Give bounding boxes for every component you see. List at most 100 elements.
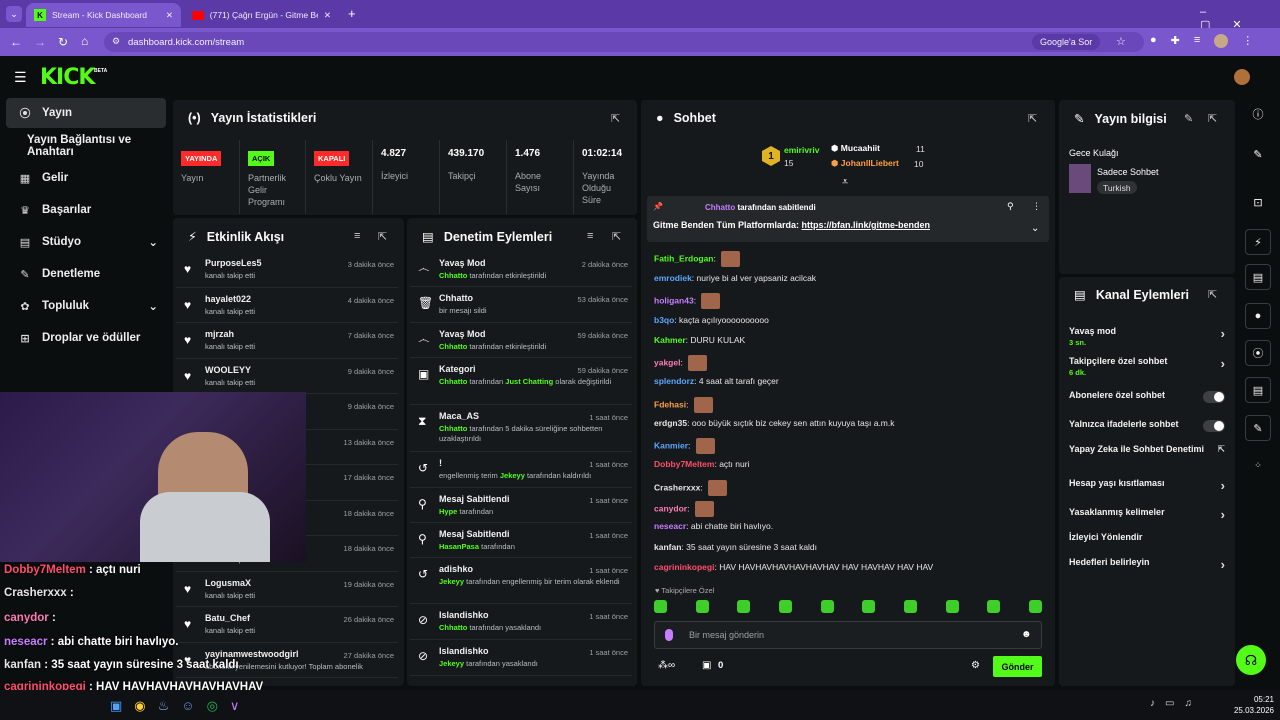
emoji-icon[interactable]: ☻: [1021, 629, 1032, 640]
sidebar-item-basarilar[interactable]: ♛ Başarılar: [6, 195, 166, 225]
chat-username[interactable]: Dobby7Meltem: [654, 459, 715, 469]
emote-shortcut[interactable]: [820, 600, 834, 613]
google-ask-button[interactable]: Google'a Sor: [1032, 34, 1101, 50]
sidebar-item-droplar[interactable]: ⊞ Droplar ve ödüller: [6, 323, 166, 353]
channel-action-row[interactable]: Abonelere özel sohbet: [1069, 390, 1225, 403]
more-icon[interactable]: ⋮: [1032, 201, 1041, 211]
microphone-tray-icon[interactable]: ♪: [1150, 698, 1155, 709]
moderator-name[interactable]: Chhatto: [439, 623, 468, 632]
hamburger-menu-icon[interactable]: ☰: [14, 69, 27, 85]
popout-icon[interactable]: ⇱: [378, 231, 388, 243]
close-tab-icon[interactable]: ✕: [323, 9, 331, 20]
chat-username[interactable]: canydor: [654, 503, 688, 514]
microphone-icon[interactable]: [665, 629, 673, 641]
event-user[interactable]: WOOLEYY: [205, 364, 252, 375]
channel-action-row[interactable]: Hesap yaşı kısıtlaması ›: [1069, 478, 1225, 493]
sidebar-item-studyo[interactable]: ▤ Stüdyo ⌄: [19, 236, 158, 249]
store-icon[interactable]: ▣: [110, 698, 123, 713]
focus-icon[interactable]: ⊡: [1253, 197, 1263, 209]
chat-username[interactable]: holigan43: [654, 295, 694, 306]
home-icon[interactable]: ⌂: [81, 34, 89, 48]
popout-icon[interactable]: ⇱: [1208, 113, 1218, 125]
gifter-2[interactable]: ⬢ Mucaahiit: [831, 143, 880, 153]
top-gifter-name[interactable]: emirivriv: [784, 145, 820, 155]
extension-icon[interactable]: ●: [1150, 34, 1157, 46]
chat-username[interactable]: Kanmier: [654, 440, 689, 451]
gifter-3[interactable]: ⬢ JohanllLiebert: [831, 158, 899, 168]
channel-action-row[interactable]: Yasaklanmış kelimeler ›: [1069, 507, 1225, 522]
chat-username[interactable]: cagrininkopegi: [654, 562, 715, 572]
event-user[interactable]: Batu_Chef: [205, 613, 251, 623]
moderator-name[interactable]: Hype: [439, 507, 458, 516]
tab-youtube[interactable]: (771) Çağrı Ergün - Gitme Bende ✕: [184, 3, 339, 27]
close-tab-icon[interactable]: ✕: [165, 9, 173, 20]
user-avatar[interactable]: [1234, 69, 1250, 85]
media-icon[interactable]: ≡: [1193, 34, 1201, 46]
tab-kick-dashboard[interactable]: K Stream - Kick Dashboard ✕: [26, 3, 181, 27]
event-user[interactable]: hayalet022: [205, 293, 252, 304]
moderator-name[interactable]: Chhatto: [439, 271, 468, 280]
rail-actions-button[interactable]: ▤: [1245, 377, 1271, 403]
reload-icon[interactable]: ↻: [58, 35, 69, 49]
popout-icon[interactable]: ⇱: [1028, 113, 1038, 125]
edit-layout-icon[interactable]: ✎: [1253, 149, 1263, 161]
sidebar-item-topluluk[interactable]: ✿ Topluluk ⌄: [6, 291, 166, 321]
moderator-name[interactable]: Jekeyy: [439, 659, 465, 668]
toggle-switch[interactable]: [1203, 391, 1225, 403]
sidebar-item-yayin[interactable]: ⦿ Yayın: [6, 98, 166, 128]
gift-icon[interactable]: ▣: [702, 660, 712, 671]
menu-icon[interactable]: ⋮: [1242, 35, 1254, 47]
support-headset-button[interactable]: ☊: [1236, 645, 1266, 675]
chat-username[interactable]: erdgn35: [654, 418, 688, 428]
channel-action-row[interactable]: Hedefleri belirleyin ›: [1069, 557, 1225, 572]
unpin-icon[interactable]: ⚲: [1007, 201, 1014, 211]
sidebar-item-gelir[interactable]: ▦ Gelir: [19, 172, 69, 185]
add-widget-icon[interactable]: ⁘: [1254, 460, 1262, 470]
popout-icon[interactable]: ⇱: [612, 231, 622, 243]
chat-settings-icon[interactable]: ⚙: [971, 660, 980, 671]
channel-action-row[interactable]: Yavaş mod 3 sn. ›: [1069, 326, 1225, 347]
chat-username[interactable]: emrodiek: [654, 273, 692, 283]
send-button[interactable]: Gönder: [993, 656, 1042, 677]
site-info-icon[interactable]: ⚙: [112, 36, 121, 46]
emote-shortcut[interactable]: [903, 600, 917, 613]
chat-username[interactable]: kanfan: [654, 542, 682, 552]
chat-username[interactable]: splendorz: [654, 376, 695, 386]
back-icon[interactable]: ←: [10, 35, 22, 49]
emote-shortcut[interactable]: [737, 600, 751, 613]
event-user[interactable]: PurposeLes5: [205, 258, 262, 268]
popout-icon[interactable]: ⇱: [1208, 289, 1218, 301]
moderator-name[interactable]: Chhatto: [439, 342, 468, 351]
channel-action-row[interactable]: Yalnızca ifadelerle sohbet: [1069, 419, 1225, 432]
emote-shortcut[interactable]: [654, 600, 667, 613]
collapse-leaderboard-icon[interactable]: ⩡: [842, 176, 849, 188]
tab-search-icon[interactable]: ⌄: [6, 6, 22, 22]
address-input[interactable]: ⚙ dashboard.kick.com/stream Google'a Sor…: [104, 32, 1144, 52]
channel-action-row[interactable]: Takipçilere özel sohbet 6 dk. ›: [1069, 356, 1225, 377]
new-tab-icon[interactable]: +: [348, 6, 356, 21]
chat-username[interactable]: yakgel: [654, 357, 681, 368]
channel-action-row[interactable]: Yapay Zeka ile Sohbet Denetimi ⇱: [1069, 444, 1225, 454]
expand-icon[interactable]: ⌄: [1031, 223, 1040, 234]
chat-username[interactable]: Kahmer: [654, 335, 686, 345]
forward-icon[interactable]: →: [34, 35, 46, 49]
edit-icon[interactable]: ✎: [1184, 113, 1194, 125]
chat-input[interactable]: Bir mesaj gönderin ☻: [654, 621, 1042, 649]
rail-chat-button[interactable]: ●: [1245, 303, 1271, 329]
volume-icon[interactable]: ♫: [1184, 698, 1192, 709]
kick-logo[interactable]: KICK: [40, 65, 95, 90]
emote-shortcut[interactable]: [695, 600, 709, 613]
filter-icon[interactable]: ≡: [354, 230, 361, 242]
display-icon[interactable]: ▭: [1165, 698, 1175, 709]
discord-icon[interactable]: ☺: [181, 698, 195, 713]
rail-info-button[interactable]: ✎: [1245, 415, 1271, 441]
sidebar-item-stream-key[interactable]: Yayın Bağlantısı ve Anahtarı: [27, 134, 132, 158]
chat-username[interactable]: Fatih_Erdogan: [654, 253, 714, 264]
valorant-icon[interactable]: ∨: [229, 698, 240, 713]
popout-icon[interactable]: ⇱: [611, 113, 621, 125]
emote-shortcut[interactable]: [1028, 600, 1042, 613]
clock[interactable]: 05:21 25.03.2026: [1233, 695, 1274, 715]
viewers-icon[interactable]: ⁂∞: [658, 660, 676, 671]
sidebar-item-denetleme[interactable]: ✎ Denetleme: [6, 259, 166, 289]
chat-username[interactable]: neseacr: [654, 521, 687, 531]
